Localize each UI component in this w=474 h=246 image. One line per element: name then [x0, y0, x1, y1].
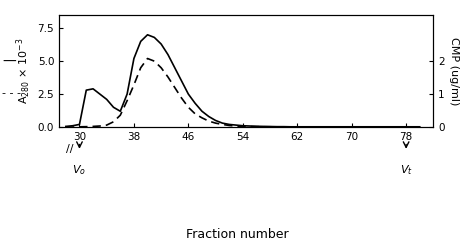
- Text: —: —: [2, 55, 16, 68]
- Text: $V_o$: $V_o$: [73, 163, 86, 177]
- Text: //: //: [65, 144, 73, 154]
- Text: Fraction number: Fraction number: [186, 228, 288, 241]
- Y-axis label: CMP (ug/ml): CMP (ug/ml): [449, 37, 459, 105]
- Y-axis label: A$_{280}$ × 10$^{-3}$: A$_{280}$ × 10$^{-3}$: [15, 38, 33, 104]
- Text: $V_t$: $V_t$: [400, 163, 412, 177]
- Text: - - -: - - -: [2, 89, 21, 98]
